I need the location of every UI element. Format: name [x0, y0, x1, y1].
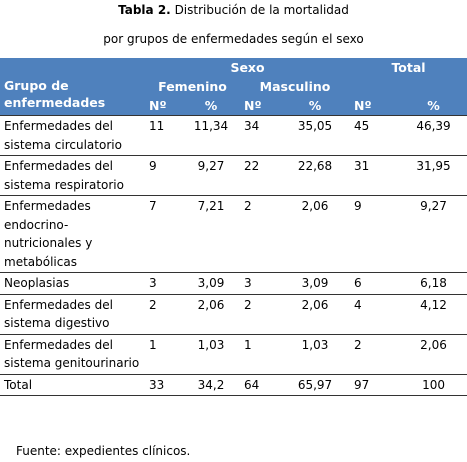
row-label: Enfermedades del sistema circulatorio: [0, 115, 145, 156]
cell: 7,21: [182, 195, 240, 273]
title-text: Distribución de la mortalidad: [174, 3, 349, 17]
cell: 2: [350, 333, 401, 374]
cell: 6: [350, 272, 401, 294]
masculino-header: Masculino: [240, 77, 351, 96]
table-row: Total 33 34,2 64 65,97 97 100: [0, 373, 467, 396]
row-label: Enfermedades endocrino-nutricionales y m…: [0, 195, 145, 273]
cell: 4: [350, 293, 401, 334]
cell: 3: [240, 272, 280, 294]
table-row: Enfermedades del sistema respiratorio 9 9,…: [0, 155, 467, 196]
cell: 1: [145, 333, 182, 374]
row-label: Total: [0, 373, 145, 396]
row-label: Neoplasias: [0, 272, 145, 294]
cell: 1: [240, 333, 280, 374]
table: Grupo de enfermedades Sexo Total Femenin…: [0, 58, 467, 396]
cell: 1,03: [182, 333, 240, 374]
cell: 6,18: [400, 272, 467, 294]
column-header: %: [182, 96, 240, 116]
cell: 45: [350, 115, 401, 156]
cell: 9: [145, 155, 182, 196]
cell: 2,06: [280, 195, 351, 273]
total-header: Total: [350, 58, 467, 77]
column-header: Nº: [145, 96, 182, 116]
cell: 9,27: [400, 195, 467, 273]
table-row: Neoplasias 3 3,09 3 3,09 6 6,18: [0, 272, 467, 294]
table-row: Enfermedades del sistema digestivo 2 2,06 2…: [0, 293, 467, 334]
cell: 2,06: [400, 333, 467, 374]
sex-header: Sexo: [145, 58, 351, 77]
cell: 3: [145, 272, 182, 294]
cell: 2,06: [182, 293, 240, 334]
cell: 33: [145, 373, 182, 396]
column-header: %: [280, 96, 351, 116]
cell: 9: [350, 195, 401, 273]
cell: 11,34: [182, 115, 240, 156]
column-header: %: [400, 96, 467, 116]
cell: 2: [240, 195, 280, 273]
cell: 46,39: [400, 115, 467, 156]
cell: 11: [145, 115, 182, 156]
cell: 3,09: [280, 272, 351, 294]
cell: 1,03: [280, 333, 351, 374]
cell: 97: [350, 373, 401, 396]
cell: 4,12: [400, 293, 467, 334]
cell: 22: [240, 155, 280, 196]
row-label: Enfermedades del sistema genitourinario: [0, 333, 145, 374]
cell: 100: [400, 373, 467, 396]
cell: 34: [240, 115, 280, 156]
group-header: Grupo de enfermedades: [0, 58, 145, 116]
cell: 2,06: [280, 293, 351, 334]
column-header: Nº: [350, 96, 401, 116]
cell: 2: [145, 293, 182, 334]
cell: 31: [350, 155, 401, 196]
cell: 2: [240, 293, 280, 334]
cell: 9,27: [182, 155, 240, 196]
column-header: Nº: [240, 96, 280, 116]
cell: 3,09: [182, 272, 240, 294]
cell: 7: [145, 195, 182, 273]
femenino-header: Femenino: [145, 77, 240, 96]
table-row: Enfermedades del sistema circulatorio 11 1…: [0, 115, 467, 156]
footer: Fuente: expedientes clínicos.: [16, 444, 191, 458]
cell: 35,05: [280, 115, 351, 156]
row-label: Enfermedades del sistema digestivo: [0, 293, 145, 334]
table-row: Enfermedades endocrino-nutricionales y m…: [0, 195, 467, 273]
subtitle: por grupos de enfermedades según el sexo: [103, 32, 364, 46]
cell: 34,2: [182, 373, 240, 396]
title-label: Tabla 2.: [118, 3, 171, 17]
cell: 65,97: [280, 373, 351, 396]
title: Tabla 2. Distribución de la mortalidad: [0, 3, 467, 17]
cell: 22,68: [280, 155, 351, 196]
cell: 31,95: [400, 155, 467, 196]
cell: 64: [240, 373, 280, 396]
table-row: Enfermedades del sistema genitourinario 1…: [0, 333, 467, 374]
row-label: Enfermedades del sistema respiratorio: [0, 155, 145, 196]
